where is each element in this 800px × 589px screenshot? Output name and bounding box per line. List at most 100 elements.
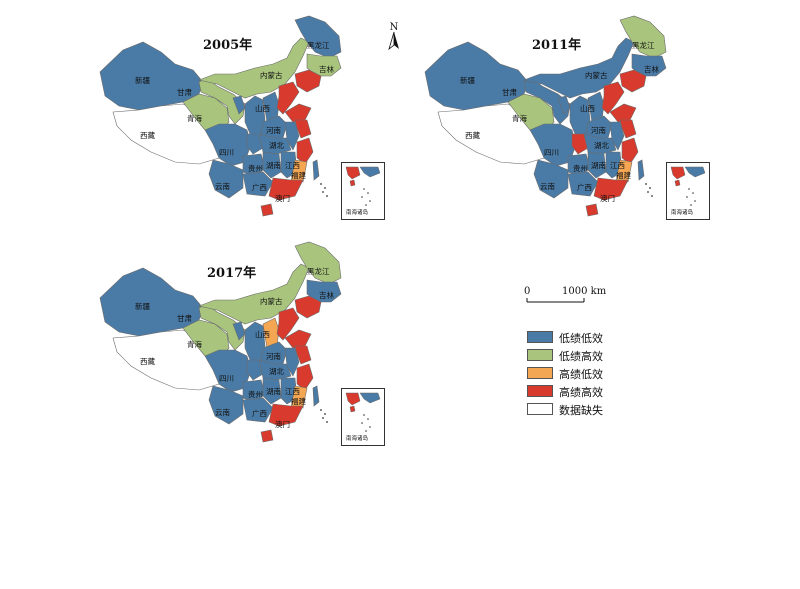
region-neimenggu — [522, 37, 635, 99]
region-liaoning — [294, 69, 322, 93]
region-taiwan — [637, 159, 645, 181]
province-label-guizhou: 贵州 — [248, 164, 263, 173]
island-dot — [324, 413, 326, 415]
island-dot — [326, 195, 328, 197]
region-shandong — [284, 329, 312, 349]
south-china-sea-inset: 南海诸岛 — [666, 162, 710, 220]
region-yunnan — [208, 159, 244, 199]
region-sichuan — [204, 123, 252, 167]
province-label-jiangxi: 江西 — [285, 387, 300, 396]
island-dot — [649, 187, 651, 189]
region-zhejiang — [621, 137, 639, 165]
region-gansu — [198, 303, 246, 351]
region-shanxi — [262, 91, 280, 123]
south-china-sea-inset: 南海诸岛 — [341, 162, 385, 220]
province-label-gansu: 甘肃 — [502, 88, 517, 97]
legend-item: 高绩低效 — [527, 366, 647, 382]
legend-item: 数据缺失 — [527, 402, 647, 418]
legend: 低绩低效 低绩高效 高绩低效 高绩高效 数据缺失 — [527, 330, 647, 420]
province-label-fujian: 福建 — [291, 397, 306, 406]
province-label-guangxi: 广西 — [577, 183, 592, 192]
scale-bar: 0 1000 km — [520, 286, 620, 310]
legend-swatch-high-low — [527, 367, 553, 379]
island-dot — [651, 195, 653, 197]
legend-label: 高绩高效 — [559, 386, 603, 399]
region-heilongjiang — [619, 15, 667, 59]
region-hebei — [601, 81, 625, 115]
region-guangdong — [593, 177, 629, 201]
region-chongqing — [246, 359, 264, 381]
province-label-henan: 河南 — [266, 352, 281, 361]
south-china-sea-inset: 南海诸岛 — [341, 388, 385, 446]
region-zhejiang — [296, 137, 314, 165]
island-dot — [645, 183, 647, 185]
island-dot — [322, 417, 324, 419]
province-label-hunan: 湖南 — [266, 161, 281, 170]
province-label-qinghai: 青海 — [187, 340, 202, 349]
region-hainan — [260, 203, 274, 217]
province-label-yunnan: 云南 — [540, 182, 555, 191]
map-2011: 2011年 新疆 西藏 青海 甘肃 内蒙古 黑龙江 吉林 四川 云南 贵州 广西 湖南 湖北 河南 江西 福建… — [420, 12, 710, 220]
region-shandong — [609, 103, 637, 123]
province-label-jilin: 吉林 — [644, 65, 659, 74]
region-qinghai — [182, 93, 230, 135]
legend-label: 高绩低效 — [559, 368, 603, 381]
inset-label: 南海诸岛 — [346, 436, 369, 442]
province-label-hunan: 湖南 — [266, 387, 281, 396]
province-label-xinjiang: 新疆 — [460, 76, 475, 85]
region-yunnan — [208, 385, 244, 425]
region-chongqing — [571, 133, 589, 155]
region-guangdong — [268, 403, 304, 427]
inset-map — [345, 392, 381, 432]
province-label-sichuan: 四川 — [544, 148, 559, 157]
legend-swatch-low-high — [527, 349, 553, 361]
north-label: N — [389, 22, 399, 33]
region-hunan — [262, 377, 282, 405]
legend-swatch-low-low — [527, 331, 553, 343]
province-label-aomen: 澳门 — [600, 194, 615, 203]
province-label-aomen: 澳门 — [275, 420, 290, 429]
province-label-xinjiang: 新疆 — [135, 302, 150, 311]
china-map-2011 — [424, 15, 667, 217]
china-map-2005 — [99, 15, 342, 217]
region-fujian — [615, 159, 633, 183]
region-zhejiang — [296, 363, 314, 391]
region-guangxi — [242, 171, 274, 197]
map-year-title: 2005年 — [203, 38, 253, 53]
province-label-sichuan: 四川 — [219, 148, 234, 157]
province-label-neimenggu: 内蒙古 — [260, 71, 283, 80]
province-label-heilongjiang: 黑龙江 — [307, 267, 330, 276]
region-hebei — [276, 81, 300, 115]
legend-swatch-missing — [527, 403, 553, 415]
province-label-henan: 河南 — [266, 126, 281, 135]
province-label-jilin: 吉林 — [319, 65, 334, 74]
province-label-jiangxi: 江西 — [285, 161, 300, 170]
region-yunnan — [533, 159, 569, 199]
region-liaoning — [619, 69, 647, 93]
region-gansu — [198, 77, 246, 125]
legend-swatch-high-high — [527, 385, 553, 397]
china-map-2017 — [99, 241, 342, 443]
region-gansu — [523, 77, 571, 125]
region-jiangsu — [619, 119, 637, 139]
province-label-qinghai: 青海 — [512, 114, 527, 123]
map-year-title: 2017年 — [207, 266, 257, 281]
inset-map — [670, 166, 706, 206]
province-label-hunan: 湖南 — [591, 161, 606, 170]
region-guangdong — [268, 177, 304, 201]
province-label-guizhou: 贵州 — [573, 164, 588, 173]
province-label-guizhou: 贵州 — [248, 390, 263, 399]
province-label-henan: 河南 — [591, 126, 606, 135]
scale-start-label: 0 — [524, 286, 531, 297]
region-hainan — [585, 203, 599, 217]
inset-label: 南海诸岛 — [671, 210, 694, 216]
region-heilongjiang — [294, 15, 342, 59]
region-jilin — [306, 279, 342, 303]
region-qinghai — [182, 319, 230, 361]
province-label-guangxi: 广西 — [252, 409, 267, 418]
region-jilin — [631, 53, 667, 77]
province-label-fujian: 福建 — [291, 171, 306, 180]
province-label-qinghai: 青海 — [187, 114, 202, 123]
province-label-gansu: 甘肃 — [177, 88, 192, 97]
island-dot — [320, 183, 322, 185]
